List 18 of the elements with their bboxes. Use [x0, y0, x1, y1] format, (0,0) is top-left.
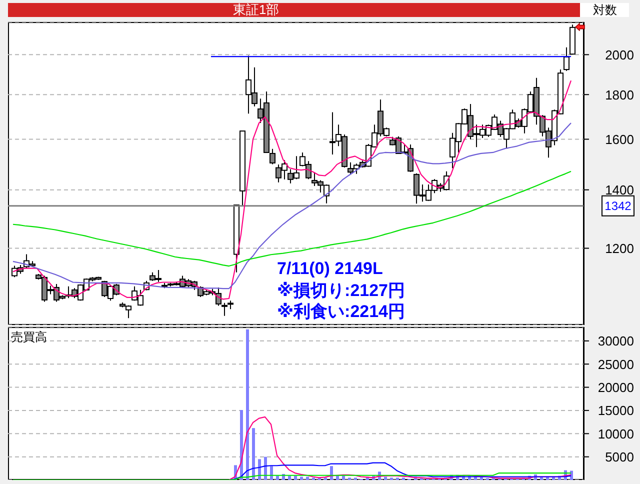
- y-tick-label: 20000: [598, 380, 634, 395]
- annotation: ※利食い:2214円: [277, 302, 406, 321]
- y-tick-label: 30000: [598, 334, 634, 349]
- annotation: ※損切り:2127円: [277, 280, 406, 300]
- y-tick-label: 25000: [598, 356, 634, 372]
- y-tick-label: 1400: [605, 182, 634, 198]
- y-tick-label: 1200: [605, 240, 634, 256]
- y-tick-label: 10000: [598, 426, 634, 442]
- y-tick-label: 15000: [598, 403, 634, 418]
- ref-line-label: 1342: [604, 199, 632, 214]
- y-tick-label: 2000: [605, 47, 634, 62]
- annotation: 7/11(0) 2149L: [277, 259, 383, 278]
- y-axis-title: 売買高: [11, 330, 47, 344]
- chart-subtitle: 対数: [593, 3, 617, 17]
- y-tick-label: 1600: [605, 132, 634, 147]
- y-tick-label: 5000: [605, 450, 634, 464]
- chart-title: 東証1部: [233, 2, 280, 17]
- y-tick-label: 1800: [605, 87, 634, 102]
